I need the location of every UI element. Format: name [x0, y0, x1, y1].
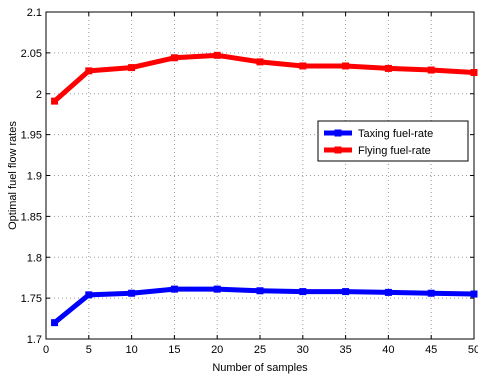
x-tick-label: 20 [211, 344, 223, 356]
y-tick-label: 2.05 [21, 48, 42, 60]
x-tick-label: 10 [125, 344, 137, 356]
x-tick-label: 30 [297, 344, 309, 356]
data-point [213, 51, 221, 59]
x-tick-label: 5 [86, 344, 92, 356]
data-point [342, 288, 350, 296]
series-line-1 [52, 52, 475, 103]
data-point [170, 285, 178, 293]
y-tick-label: 1.8 [27, 252, 42, 264]
y-tick-label: 1.75 [21, 293, 42, 305]
legend-label: Taxing fuel-rate [358, 128, 433, 140]
data-point [85, 291, 93, 299]
data-point [213, 285, 221, 293]
data-point [470, 68, 478, 76]
data-point [299, 288, 307, 296]
x-tick-label: 25 [254, 344, 266, 356]
data-point [128, 289, 136, 297]
x-axis-label: Number of samples [212, 362, 308, 374]
y-tick-label: 1.85 [21, 211, 42, 223]
x-axis: 0 5 10 15 20 25 30 35 40 45 50 [43, 12, 478, 356]
y-tick-label: 1.7 [27, 334, 42, 346]
y-tick-label: 2 [36, 89, 42, 101]
data-point [427, 66, 435, 74]
x-tick-label: 0 [43, 344, 49, 356]
data-point [384, 64, 392, 72]
x-tick-label: 50 [468, 344, 478, 356]
x-tick-label: 15 [168, 344, 180, 356]
legend-marker [334, 146, 342, 154]
y-axis-label: Optimal fuel flow rates [7, 121, 19, 230]
series-line-0 [52, 286, 475, 325]
x-tick-label: 45 [425, 344, 437, 356]
data-point [256, 58, 264, 66]
legend: Taxing fuel-rate Flying fuel-rate [317, 120, 469, 162]
data-point [51, 97, 59, 105]
legend-marker [334, 129, 342, 137]
data-point [85, 67, 93, 75]
y-tick-label: 1.95 [21, 130, 42, 142]
data-point [342, 62, 350, 70]
y-axis: 1.7 1.75 1.8 1.85 1.9 1.95 2 2.05 2.1 [21, 7, 474, 346]
series-layer [51, 51, 478, 327]
data-point [170, 54, 178, 62]
data-point [299, 62, 307, 70]
x-tick-label: 40 [382, 344, 394, 356]
data-point [51, 319, 59, 327]
legend-label: Flying fuel-rate [358, 145, 431, 157]
data-point [470, 290, 478, 298]
data-point [384, 288, 392, 296]
data-point [256, 287, 264, 295]
x-tick-label: 35 [339, 344, 351, 356]
data-point [427, 289, 435, 297]
y-tick-label: 1.9 [27, 171, 42, 183]
legend-box [317, 120, 469, 162]
data-point [128, 64, 136, 72]
y-tick-label: 2.1 [27, 7, 42, 19]
